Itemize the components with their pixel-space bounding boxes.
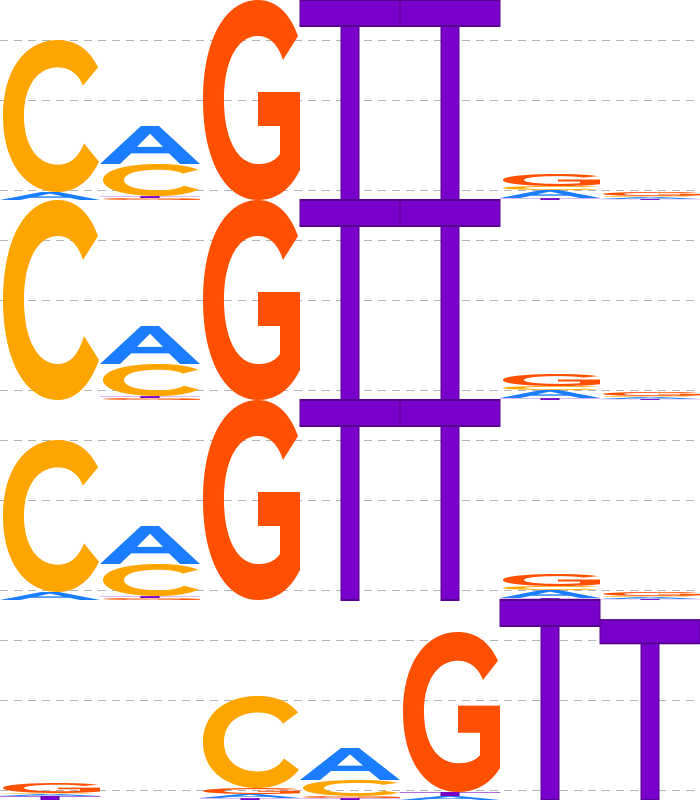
letter-a-glyph [0, 794, 100, 796]
letter-a-glyph [100, 326, 200, 364]
letter-c-glyph [3, 440, 99, 592]
letter-c-glyph [3, 200, 99, 400]
letter-g-glyph [503, 374, 600, 386]
letter-t-glyph [599, 398, 700, 401]
letter-t-glyph [99, 395, 201, 399]
letter-a-glyph [200, 794, 300, 798]
letter-g-glyph [303, 796, 400, 798]
letter-t-glyph [499, 397, 601, 401]
letter-t-glyph [0, 795, 101, 800]
letter-g-glyph [603, 192, 700, 196]
letter-g-glyph [603, 592, 700, 596]
logo-panel-2 [0, 199, 700, 401]
letter-t-glyph [99, 195, 201, 199]
letter-g-glyph [503, 174, 600, 186]
letter-a-glyph [400, 796, 500, 800]
logo-panel-3 [0, 399, 700, 601]
letter-a-glyph [100, 526, 200, 564]
letter-t-glyph [499, 197, 601, 201]
letter-c-glyph [303, 780, 399, 796]
letter-t-glyph [399, 199, 501, 401]
letter-c-glyph [203, 696, 299, 788]
letter-g-glyph [403, 632, 500, 792]
letter-c-glyph [3, 40, 99, 192]
letter-c-glyph [103, 564, 199, 596]
letter-c-glyph [503, 586, 599, 590]
letter-a-glyph [500, 390, 600, 398]
letter-g-glyph [203, 788, 300, 794]
letter-c-glyph [603, 396, 699, 397]
letter-g-glyph [103, 598, 200, 600]
letter-t-glyph [399, 0, 501, 201]
letter-c-glyph [503, 386, 599, 390]
letter-t-glyph [599, 619, 700, 800]
letter-t-glyph [399, 399, 501, 601]
letter-a-glyph [0, 192, 100, 200]
letter-t-glyph [499, 599, 601, 800]
letter-c-glyph [103, 364, 199, 396]
letter-g-glyph [203, 0, 300, 200]
letter-a-glyph [500, 190, 600, 198]
letter-a-glyph [100, 126, 200, 164]
logo-panel-1 [0, 0, 700, 201]
letter-c-glyph [103, 164, 199, 196]
letter-t-glyph [399, 791, 501, 797]
letter-g-glyph [3, 783, 100, 793]
letter-t-glyph [299, 797, 401, 800]
letter-a-glyph [600, 197, 700, 199]
logo-panel-4 [0, 599, 700, 800]
letter-t-glyph [599, 598, 700, 601]
letter-a-glyph [0, 592, 100, 600]
letter-a-glyph [600, 397, 700, 399]
letter-t-glyph [299, 0, 401, 201]
letter-g-glyph [203, 200, 300, 400]
letter-g-glyph [203, 400, 300, 600]
letter-t-glyph [299, 199, 401, 401]
letter-g-glyph [103, 198, 200, 200]
letter-c-glyph [603, 596, 699, 597]
letter-c-glyph [3, 793, 99, 794]
letter-a-glyph [600, 597, 700, 599]
letter-t-glyph [599, 198, 700, 201]
letter-t-glyph [99, 595, 201, 599]
letter-g-glyph [103, 398, 200, 400]
letter-g-glyph [503, 574, 600, 586]
letter-c-glyph [603, 196, 699, 197]
letter-c-glyph [503, 186, 599, 190]
letter-a-glyph [300, 748, 400, 780]
letter-a-glyph [500, 590, 600, 598]
letter-g-glyph [603, 392, 700, 396]
